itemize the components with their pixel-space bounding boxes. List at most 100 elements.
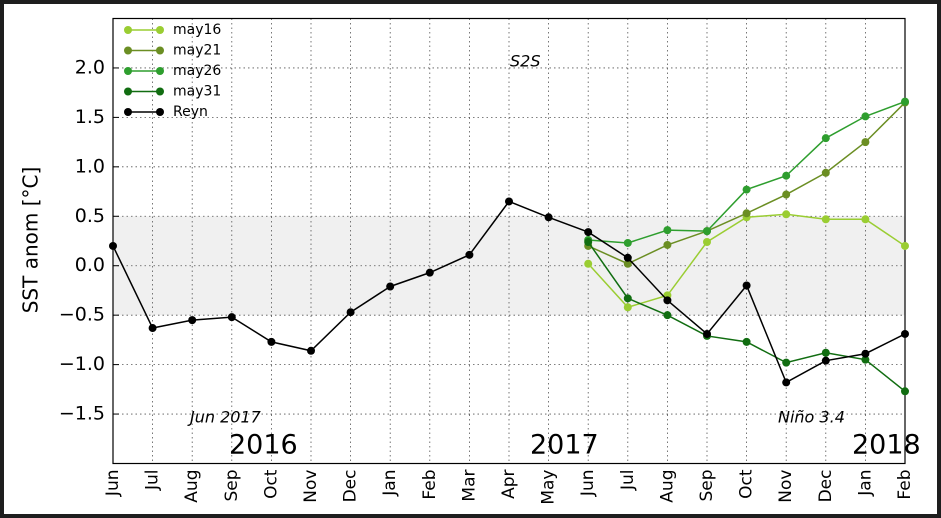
data-point [901,329,909,338]
x-tick-label: Jul [618,470,638,492]
data-point [901,97,909,106]
y-tick-label: 1.5 [75,106,105,128]
data-point [742,209,751,218]
x-tick-label: Nov [301,470,321,503]
legend-marker [124,46,132,55]
data-point [505,197,513,206]
data-point [465,250,474,259]
data-point [861,349,870,358]
annotation: S2S [510,52,541,71]
legend-marker [156,87,164,96]
x-tick-label: Jan [855,470,875,497]
data-point [703,227,711,236]
plot-frame [112,17,906,465]
legend-marker [156,108,164,116]
data-point [584,228,593,237]
data-point [188,316,197,325]
data-point [821,134,830,143]
data-point [861,215,870,224]
data-point [544,213,553,222]
x-tick-label: Aug [657,470,677,503]
y-tick-label: −1.5 [59,403,105,425]
legend-marker [156,67,164,75]
x-tick-label: Jul [143,470,163,492]
data-point [623,259,632,268]
data-point [742,185,751,194]
legend-marker [124,87,132,96]
annotation: 2016 [229,430,298,461]
annotation: 2018 [852,430,921,461]
data-point [346,308,355,317]
legend-label: may26 [173,63,221,79]
y-tick-label: −1.0 [59,353,105,375]
x-tick-label: Aug [182,470,202,503]
data-point [623,303,632,312]
data-point [425,268,434,277]
legend-label: may31 [173,84,221,100]
x-tick-label: Feb [895,470,915,500]
legend-marker [124,67,132,75]
data-point [782,190,791,199]
annotation: Jun 2017 [187,408,262,427]
data-point [584,259,593,268]
y-tick-label: 0.5 [75,205,105,227]
y-tick-label: 0.0 [75,254,105,276]
x-tick-label: Sep [697,470,717,502]
legend-label: Reyn [173,104,208,120]
data-point [821,215,830,224]
data-point [901,387,909,396]
x-tick-label: Dec [341,470,361,503]
x-tick-label: Feb [420,470,440,500]
data-point [663,240,672,249]
data-point [782,210,791,219]
y-tick-label: −0.5 [59,304,105,326]
x-tick-label: Dec [816,470,836,503]
x-tick-label: Oct [261,469,281,499]
data-point [861,138,870,147]
data-point [227,313,236,322]
x-tick-label: Oct [737,469,757,499]
data-point [821,168,830,177]
data-point [742,281,751,290]
data-point [663,296,672,305]
data-point [267,337,276,346]
x-tick-label: Mar [459,469,479,501]
data-point [782,378,791,387]
x-tick-label: Jan [380,470,400,497]
data-point [623,294,632,303]
data-point [821,348,830,357]
legend-marker [156,26,164,34]
x-tick-label: Nov [776,470,796,503]
data-point [623,238,632,247]
data-point [742,337,751,346]
legend-marker [124,26,132,34]
data-point [109,241,117,250]
x-tick-label: Apr [499,470,519,499]
legend-marker [124,108,132,116]
data-point [782,171,791,180]
data-point [663,226,672,235]
data-point [821,356,830,365]
y-tick-label: 2.0 [75,56,105,78]
data-point [861,112,870,121]
annotation: Niño 3.4 [778,408,845,427]
legend-label: may16 [173,22,221,38]
data-point [861,355,870,364]
data-point [703,329,711,338]
legend-label: may21 [173,43,221,59]
data-point [901,241,909,250]
data-point [782,358,791,367]
x-tick-label: May [539,470,559,505]
data-point [703,237,711,246]
x-tick-label: Jun [103,470,123,498]
data-point [307,346,315,355]
data-point [663,311,672,320]
data-point [623,253,632,262]
legend-marker [156,46,164,55]
data-point [148,324,157,333]
y-axis-label: SST anom [°C] [19,167,43,314]
x-tick-label: Sep [222,470,242,502]
data-point [584,237,593,246]
y-tick-label: 1.0 [75,155,105,177]
